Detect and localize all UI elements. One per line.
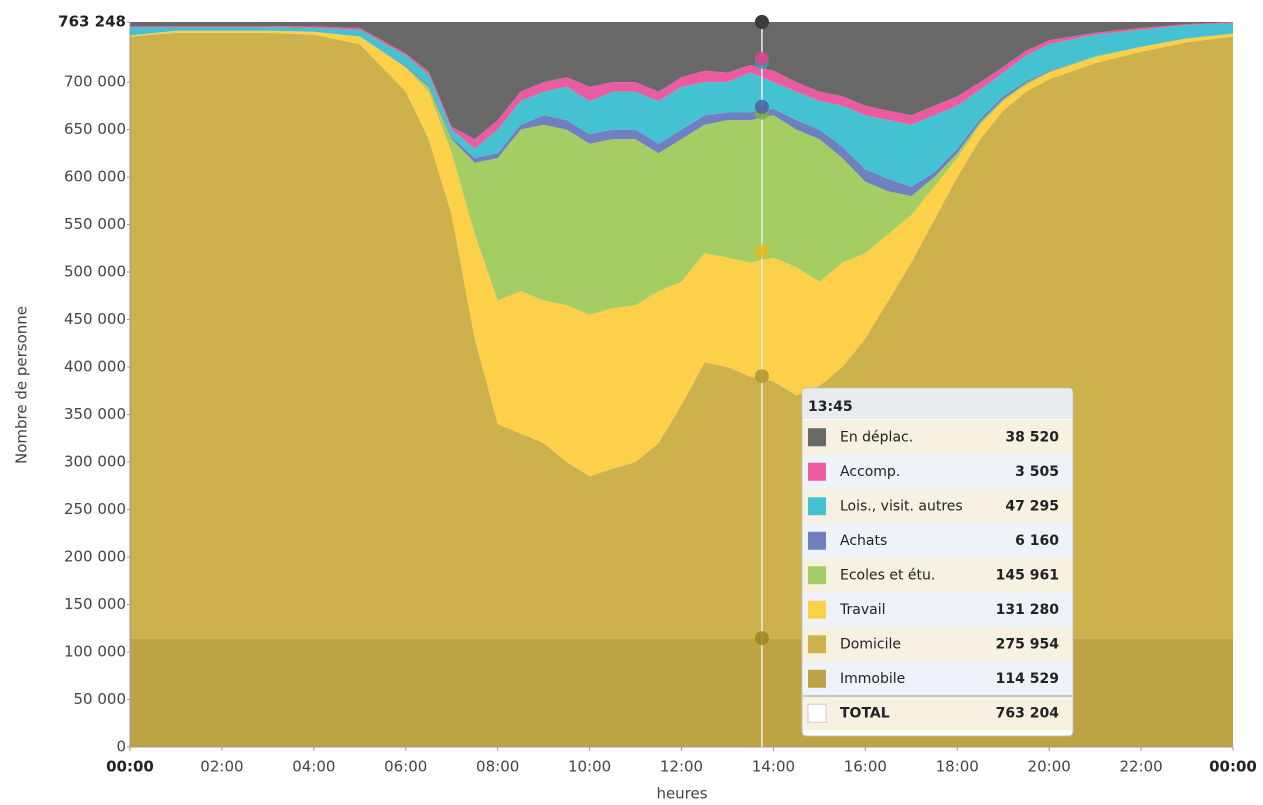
y-tick-label: 350 000 [64, 405, 126, 423]
y-tick-label: 50 000 [74, 690, 127, 708]
x-tick-label: 04:00 [292, 758, 335, 776]
legend-label: Ecoles et étu. [840, 567, 935, 583]
x-tick-label: 16:00 [844, 758, 887, 776]
legend-label: Lois., visit. autres [840, 498, 963, 514]
y-axis-label: Nombre de personne [13, 306, 31, 464]
legend-label: Immobile [840, 671, 905, 687]
legend-label: Accomp. [840, 464, 900, 480]
legend-label: Domicile [840, 636, 901, 652]
y-tick-label: 250 000 [64, 500, 126, 518]
tooltip-row [803, 489, 1072, 524]
y-tick-label: 0 [116, 738, 126, 756]
area [130, 30, 1233, 315]
legend-swatch [808, 566, 826, 585]
y-tick-label: 300 000 [64, 453, 126, 471]
x-tick-label: 22:00 [1119, 758, 1162, 776]
tooltip-value: 47 295 [1005, 498, 1059, 514]
legend-swatch [808, 669, 826, 688]
tooltip-row [803, 592, 1072, 627]
x-tick-label: 08:00 [476, 758, 519, 776]
x-tick-label: 00:00 [1209, 758, 1257, 776]
tooltip-row [803, 558, 1072, 593]
tooltip-row [803, 523, 1072, 558]
y-tick-label: 100 000 [64, 643, 126, 661]
y-tick-label: 650 000 [64, 120, 126, 138]
area [130, 30, 1233, 477]
y-tick-label: 763 248 [58, 13, 126, 31]
x-tick-label: 20:00 [1028, 758, 1071, 776]
x-tick-label: 02:00 [200, 758, 243, 776]
tooltip-row [803, 696, 1072, 731]
y-tick-label: 400 000 [64, 358, 126, 376]
tooltip-value: 6 160 [1015, 533, 1059, 549]
y-tick-label: 550 000 [64, 215, 126, 233]
tooltip-row [803, 627, 1072, 662]
tooltip: 13:45 En déplac. 38 520 Accomp. 3 505 Lois., … [801, 387, 1074, 737]
y-tick-label: 450 000 [64, 310, 126, 328]
legend-swatch [807, 703, 827, 723]
tooltip-title: 13:45 [808, 399, 853, 415]
y-tick-label: 500 000 [64, 263, 126, 281]
x-axis-label: heures [656, 785, 707, 803]
x-tick-label: 12:00 [660, 758, 703, 776]
legend-swatch [808, 600, 826, 619]
x-tick-label: 06:00 [384, 758, 427, 776]
legend-swatch [808, 497, 826, 516]
tooltip-value: 145 961 [996, 567, 1059, 583]
total-value: 763 204 [996, 705, 1060, 721]
x-tick-label: 10:00 [568, 758, 611, 776]
hover-dot [754, 99, 769, 114]
tooltip-value: 3 505 [1015, 464, 1059, 480]
y-tick-label: 150 000 [64, 595, 126, 613]
area [130, 23, 1233, 187]
legend-swatch [808, 428, 826, 447]
legend-swatch [808, 635, 826, 654]
hover-dot [754, 15, 769, 30]
x-tick-label: 18:00 [936, 758, 979, 776]
hover-dot [754, 244, 769, 259]
hover-dot [754, 51, 769, 66]
x-tick-label: 14:00 [752, 758, 795, 776]
legend-label: Travail [839, 602, 885, 618]
legend-label: En déplac. [840, 429, 913, 445]
tooltip-row [803, 420, 1072, 455]
tooltip-value: 114 529 [996, 671, 1059, 687]
y-tick-label: 700 000 [64, 73, 126, 91]
tooltip-row [803, 454, 1072, 489]
tooltip-row [803, 661, 1072, 696]
legend-swatch [808, 531, 826, 550]
hover-dot [754, 369, 769, 384]
legend-swatch [808, 462, 826, 481]
y-tick-label: 200 000 [64, 548, 126, 566]
legend-label: Achats [840, 533, 887, 549]
tooltip-value: 38 520 [1005, 429, 1059, 445]
tooltip-value: 275 954 [996, 636, 1060, 652]
area [130, 22, 1233, 140]
x-tick-label: 00:00 [106, 758, 154, 776]
hover-dot [754, 631, 769, 646]
area [130, 22, 1233, 149]
tooltip-header [803, 389, 1072, 419]
y-tick-label: 600 000 [64, 168, 126, 186]
tooltip-value: 131 280 [996, 602, 1060, 618]
total-label: TOTAL [840, 705, 890, 721]
